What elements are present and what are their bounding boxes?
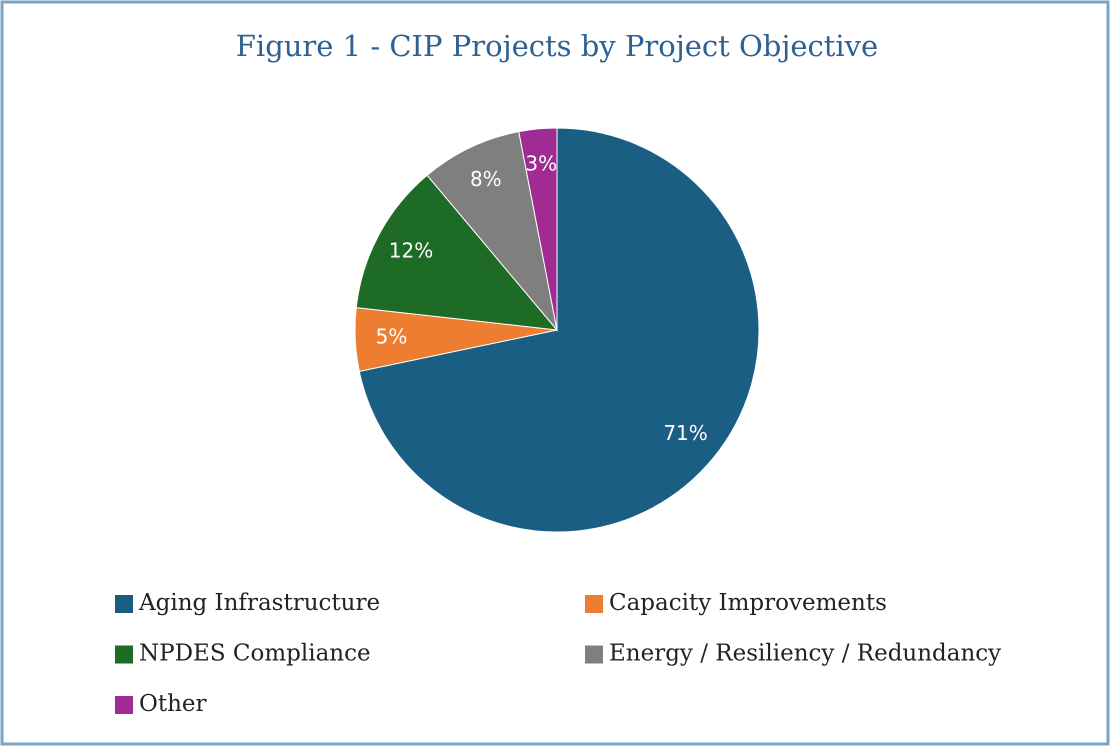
data-label: 12%: [389, 238, 433, 262]
legend-swatch: [585, 595, 603, 613]
legend-swatch: [585, 645, 603, 664]
data-label: 3%: [525, 152, 557, 176]
legend-label: Aging Infrastructure: [138, 590, 380, 616]
pie-slice: [426, 131, 558, 332]
chart-title: Figure 1 - CIP Projects by Project Objec…: [236, 29, 878, 63]
legend-label: Energy / Resiliency / Redundancy: [609, 641, 1001, 667]
legend-label: Capacity Improvements: [609, 590, 887, 616]
data-label: 8%: [470, 167, 502, 191]
pie-slice: [518, 127, 558, 331]
legend-label: NPDES Compliance: [139, 641, 371, 667]
legend-swatch: [115, 696, 133, 714]
pie-slice: [355, 174, 559, 331]
legend-label: Other: [139, 691, 207, 717]
data-label: 5%: [376, 324, 408, 348]
data-label: 71%: [663, 421, 707, 445]
legend-swatch: [115, 595, 133, 613]
pie-slice: [358, 127, 760, 533]
legend-swatch: [115, 645, 133, 664]
